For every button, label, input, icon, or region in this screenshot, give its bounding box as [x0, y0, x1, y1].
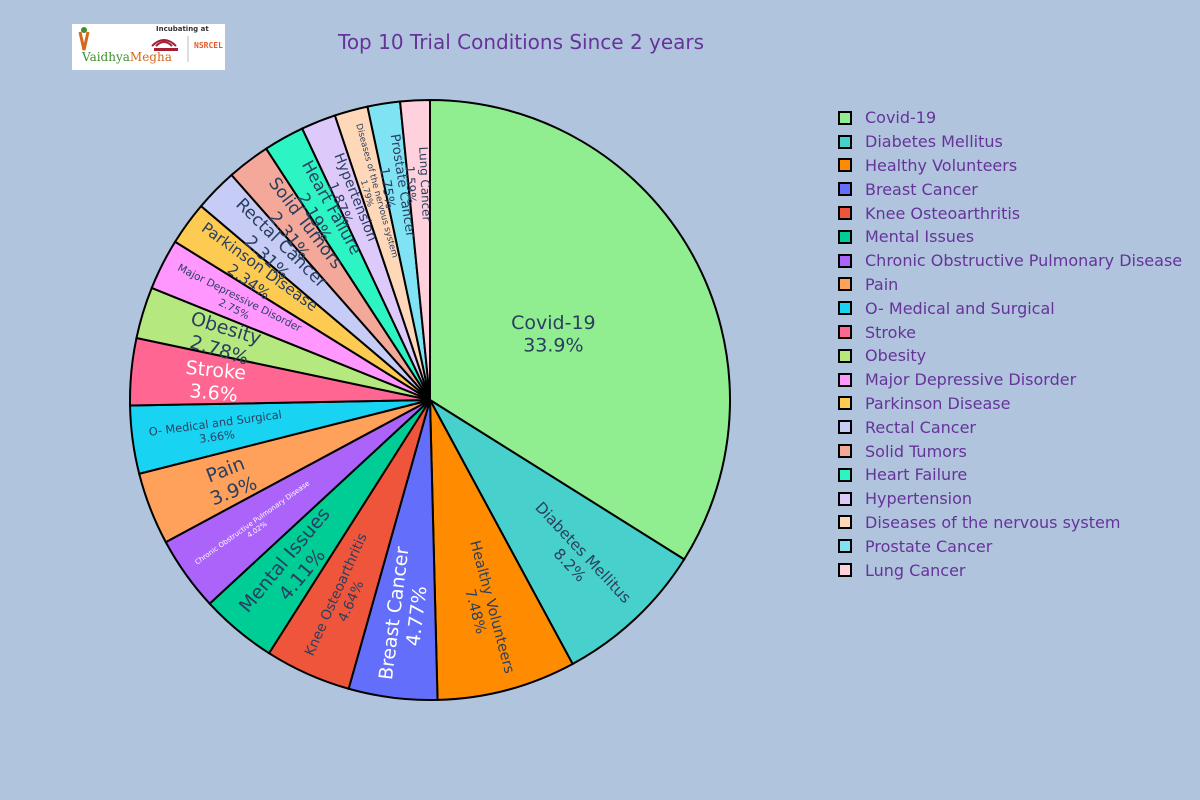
logo-partner-text: NSRCEL — [194, 41, 223, 50]
slice-label-lung-cancer: Lung Cancer1.59% — [402, 146, 434, 222]
legend-swatch — [838, 110, 852, 125]
slice-label-covid-19: Covid-19 33.9% — [511, 312, 596, 357]
legend-swatch — [838, 396, 852, 411]
legend-item-major-depressive-disorder[interactable]: Major Depressive Disorder — [838, 368, 1182, 392]
vaidhyamegha-logo: VaidhyaMegha Incubating at NSRCEL — [72, 24, 225, 70]
legend-swatch — [838, 515, 852, 530]
legend-swatch — [838, 563, 852, 578]
legend-item-obesity[interactable]: Obesity — [838, 344, 1182, 368]
legend-label: Obesity — [865, 346, 927, 366]
legend-label: Knee Osteoarthritis — [865, 203, 1021, 223]
legend-item-o-medical-and-surgical[interactable]: O- Medical and Surgical — [838, 296, 1182, 320]
legend-label: Rectal Cancer — [865, 417, 976, 437]
legend-item-prostate-cancer[interactable]: Prostate Cancer — [838, 534, 1182, 558]
legend-label: Heart Failure — [865, 465, 968, 485]
legend-label: Major Depressive Disorder — [865, 370, 1077, 390]
slice-label-stroke: Stroke3.6% — [182, 357, 247, 407]
legend-swatch — [838, 182, 852, 197]
legend-swatch — [838, 134, 852, 149]
chart-title: Top 10 Trial Conditions Since 2 years — [338, 30, 705, 54]
legend-item-diabetes-mellitus[interactable]: Diabetes Mellitus — [838, 130, 1182, 154]
legend-swatch — [838, 229, 852, 244]
legend-swatch — [838, 491, 852, 506]
legend-swatch — [838, 467, 852, 482]
pie-slice-lung-cancer[interactable] — [398, 98, 431, 401]
legend-item-stroke[interactable]: Stroke — [838, 320, 1182, 344]
pie-slice-covid-19[interactable] — [429, 98, 731, 561]
legend-item-chronic-obstructive-pulmonary-disease[interactable]: Chronic Obstructive Pulmonary Disease — [838, 249, 1182, 273]
legend-label: Mental Issues — [865, 227, 975, 247]
legend-swatch — [838, 277, 852, 292]
legend-swatch — [838, 372, 852, 387]
legend-swatch — [838, 253, 852, 268]
legend-item-diseases-of-the-nervous-system[interactable]: Diseases of the nervous system — [838, 511, 1182, 535]
legend-swatch — [838, 420, 852, 435]
legend: Covid-19 Diabetes Mellitus Healthy Volunte… — [838, 106, 1182, 582]
legend-swatch — [838, 444, 852, 459]
logo-incubating-text: Incubating at — [156, 25, 209, 33]
legend-label: Pain — [865, 274, 899, 294]
logo-graphic — [78, 27, 189, 62]
legend-item-mental-issues[interactable]: Mental Issues — [838, 225, 1182, 249]
legend-label: Breast Cancer — [865, 179, 978, 199]
legend-label: O- Medical and Surgical — [865, 298, 1055, 318]
legend-label: Diseases of the nervous system — [865, 512, 1121, 532]
legend-label: Hypertension — [865, 489, 973, 509]
legend-item-pain[interactable]: Pain — [838, 273, 1182, 297]
pie-slices — [129, 98, 731, 701]
legend-item-parkinson-disease[interactable]: Parkinson Disease — [838, 392, 1182, 416]
legend-item-breast-cancer[interactable]: Breast Cancer — [838, 177, 1182, 201]
legend-label: Lung Cancer — [865, 560, 966, 580]
legend-item-rectal-cancer[interactable]: Rectal Cancer — [838, 415, 1182, 439]
logo-wordmark: VaidhyaMegha — [82, 50, 172, 64]
legend-label: Healthy Volunteers — [865, 155, 1018, 175]
legend-item-healthy-volunteers[interactable]: Healthy Volunteers — [838, 154, 1182, 178]
legend-label: Chronic Obstructive Pulmonary Disease — [865, 251, 1183, 271]
legend-label: Parkinson Disease — [865, 393, 1011, 413]
legend-item-heart-failure[interactable]: Heart Failure — [838, 463, 1182, 487]
legend-swatch — [838, 348, 852, 363]
legend-item-hypertension[interactable]: Hypertension — [838, 487, 1182, 511]
legend-item-covid-19[interactable]: Covid-19 — [838, 106, 1182, 130]
legend-label: Stroke — [865, 322, 916, 342]
legend-item-solid-tumors[interactable]: Solid Tumors — [838, 439, 1182, 463]
legend-swatch — [838, 325, 852, 340]
legend-swatch — [838, 301, 852, 316]
pie-slice-healthy-volunteers[interactable] — [429, 399, 574, 701]
legend-swatch — [838, 206, 852, 221]
legend-swatch — [838, 539, 852, 554]
legend-item-knee-osteoarthritis[interactable]: Knee Osteoarthritis — [838, 201, 1182, 225]
legend-item-lung-cancer[interactable]: Lung Cancer — [838, 558, 1182, 582]
legend-swatch — [838, 158, 852, 173]
legend-label: Prostate Cancer — [865, 536, 993, 556]
legend-label: Diabetes Mellitus — [865, 132, 1003, 152]
pie-slice-diabetes-mellitus[interactable] — [427, 397, 686, 666]
legend-label: Solid Tumors — [865, 441, 967, 461]
legend-label: Covid-19 — [865, 108, 937, 128]
